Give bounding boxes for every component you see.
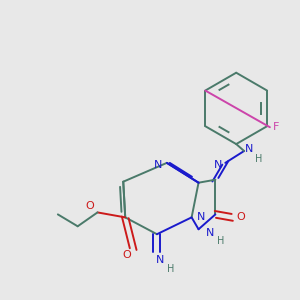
Text: H: H: [167, 264, 175, 274]
Text: O: O: [85, 202, 94, 212]
Text: O: O: [123, 250, 132, 260]
Text: N: N: [154, 160, 162, 170]
Text: N: N: [214, 160, 223, 170]
Text: N: N: [197, 212, 206, 222]
Text: F: F: [273, 122, 279, 132]
Text: N: N: [156, 255, 164, 265]
Text: O: O: [237, 212, 245, 222]
Text: H: H: [255, 154, 263, 164]
Text: N: N: [245, 144, 253, 154]
Text: H: H: [217, 236, 224, 246]
Text: N: N: [206, 228, 214, 238]
